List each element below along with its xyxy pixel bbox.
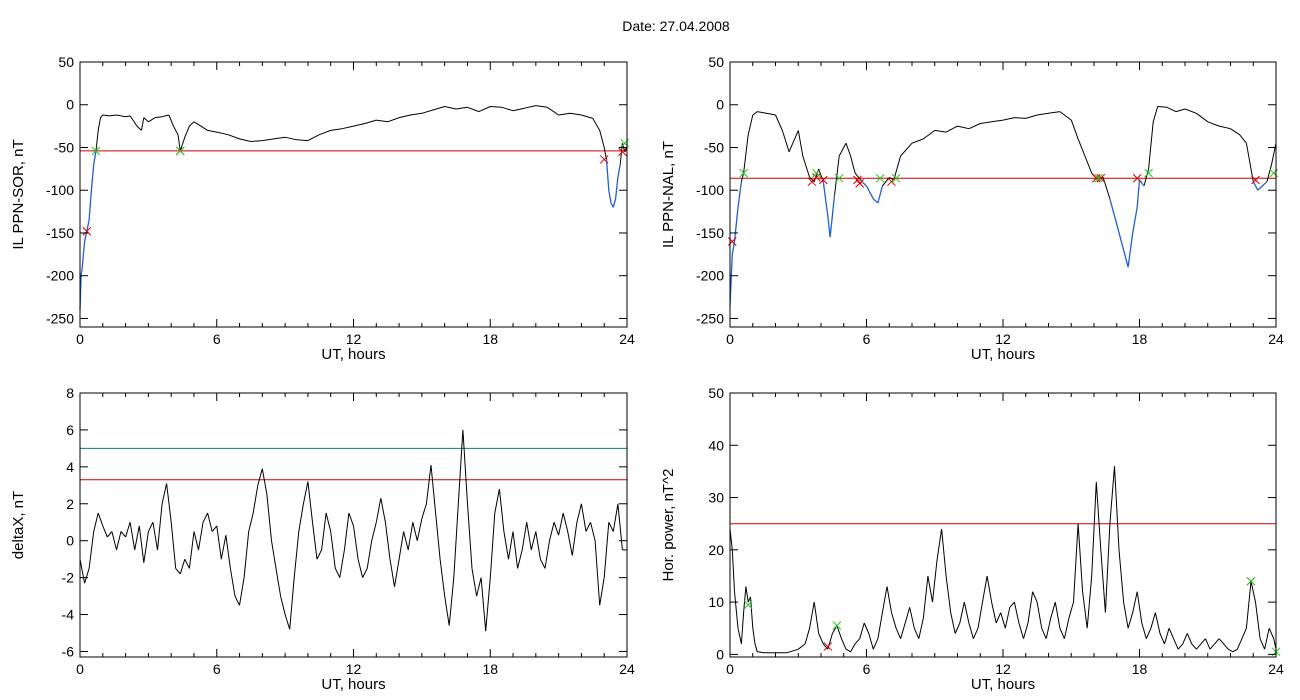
plot-frame <box>729 61 1277 328</box>
marker-red <box>82 226 92 236</box>
y-tick-label: 30 <box>708 490 724 506</box>
marker-red <box>855 179 865 188</box>
series-line <box>95 105 628 165</box>
marker-green <box>91 146 101 156</box>
chart-panel-2: 0 6 12 18 24 50 0 -50 -100 -150 -200 -250 UT, hours I… <box>660 54 1284 363</box>
series-line-below-threshold <box>79 150 621 310</box>
x-tick-label: 12 <box>346 331 362 347</box>
x-tick-label: 18 <box>1132 661 1148 677</box>
x-tick-label: 24 <box>1268 331 1284 347</box>
y-axis-label: Hor. power, nT^2 <box>660 469 677 582</box>
marker-green <box>1269 168 1279 178</box>
y-tick-label: -150 <box>46 225 74 241</box>
marker-green <box>175 146 185 156</box>
x-axis-label: UT, hours <box>321 676 385 693</box>
x-tick-label: 0 <box>76 661 84 677</box>
y-tick-label: 50 <box>708 385 724 401</box>
x-tick-label: 6 <box>213 331 221 347</box>
y-tick-label: 50 <box>58 54 74 70</box>
marker-green <box>891 173 901 183</box>
y-axis-label: IL PPN-SOR, nT <box>10 139 27 249</box>
y-tick-label: 0 <box>66 97 74 113</box>
x-axis-label: UT, hours <box>321 346 385 363</box>
x-tick-label: 18 <box>1132 331 1148 347</box>
plot-frame <box>79 61 628 328</box>
marker-green <box>739 168 749 178</box>
series-line <box>740 106 1277 199</box>
marker-green <box>875 173 885 183</box>
y-tick-label: -2 <box>62 570 75 586</box>
y-tick-label: -200 <box>46 268 74 284</box>
x-tick-label: 0 <box>726 661 734 677</box>
chart-panel-4: 0 6 12 18 24 50 40 30 20 10 0 UT, hours Hor. power, … <box>660 385 1284 693</box>
marker-red <box>887 177 896 187</box>
series-line <box>79 429 627 632</box>
marker-green <box>834 173 844 183</box>
x-tick-label: 24 <box>619 331 635 347</box>
y-tick-label: -250 <box>46 310 74 326</box>
marker-red <box>823 642 833 651</box>
y-tick-label: 50 <box>708 54 724 70</box>
y-axis-label: IL PPN-NAL, nT <box>660 141 677 248</box>
y-tick-label: 40 <box>708 437 724 453</box>
x-tick-label: 24 <box>1268 661 1284 677</box>
x-tick-label: 0 <box>76 331 84 347</box>
y-tick-label: -4 <box>62 607 75 623</box>
y-tick-label: 10 <box>708 594 724 610</box>
marker-green <box>743 600 753 610</box>
y-tick-label: 2 <box>66 496 74 512</box>
y-tick-label: 0 <box>716 97 724 113</box>
y-tick-label: -100 <box>696 182 724 198</box>
y-tick-label: 0 <box>66 533 74 549</box>
y-tick-label: 8 <box>66 385 74 401</box>
page-title: Date: 27.04.2008 <box>622 18 730 34</box>
series-line-below-threshold <box>729 179 1268 306</box>
marker-green <box>1144 168 1153 178</box>
x-tick-label: 12 <box>995 331 1011 347</box>
chart-panel-3: 0 6 12 18 24 8 6 4 2 0 -2 -4 -6 UT, hours deltaX, nT <box>10 385 635 693</box>
y-tick-label: 0 <box>716 646 724 662</box>
marker-red <box>1091 173 1101 183</box>
x-tick-label: 18 <box>482 661 498 677</box>
marker-green <box>832 621 842 630</box>
marker-red <box>618 147 627 157</box>
x-tick-label: 6 <box>863 661 871 677</box>
x-axis-label: UT, hours <box>971 676 1035 693</box>
y-tick-label: 20 <box>708 542 724 558</box>
y-tick-label: -200 <box>696 268 724 284</box>
y-tick-label: 6 <box>66 422 74 438</box>
y-tick-label: -250 <box>696 310 724 326</box>
marker-green <box>812 168 821 178</box>
marker-green <box>1094 173 1103 183</box>
marker-red <box>1132 173 1142 183</box>
x-tick-label: 6 <box>213 661 221 677</box>
x-tick-label: 6 <box>863 331 871 347</box>
marker-red <box>818 175 828 185</box>
y-tick-label: -50 <box>54 139 74 155</box>
x-tick-label: 12 <box>995 661 1011 677</box>
y-tick-label: -100 <box>46 182 74 198</box>
y-tick-label: -50 <box>704 139 724 155</box>
y-tick-label: 4 <box>66 459 74 475</box>
marker-red <box>599 155 609 164</box>
marker-red <box>1251 175 1260 185</box>
series-line <box>729 466 1277 654</box>
x-tick-label: 24 <box>619 661 635 677</box>
marker-red <box>812 173 821 182</box>
chart-panel-1: 0 6 12 18 24 50 0 -50 -100 -150 -200 -250 UT, hours I… <box>10 54 635 363</box>
x-tick-label: 0 <box>726 331 734 347</box>
y-axis-label: deltaX, nT <box>10 491 27 559</box>
marker-red <box>1096 173 1106 183</box>
x-axis-label: UT, hours <box>971 346 1035 363</box>
x-tick-label: 18 <box>482 331 498 347</box>
y-tick-label: -150 <box>696 225 724 241</box>
y-tick-label: -6 <box>62 643 75 659</box>
x-tick-label: 12 <box>346 661 362 677</box>
marker-green <box>1246 576 1256 586</box>
